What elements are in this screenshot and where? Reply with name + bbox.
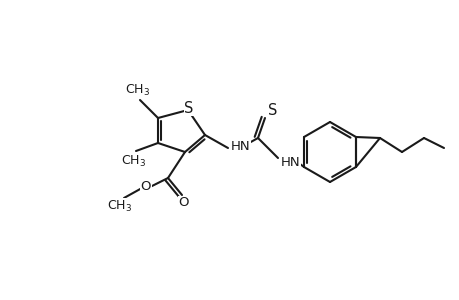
Text: CH$_3$: CH$_3$ [107, 199, 132, 214]
Text: CH$_3$: CH$_3$ [121, 154, 146, 169]
Text: O: O [179, 196, 189, 209]
Text: CH$_3$: CH$_3$ [125, 82, 150, 98]
Text: S: S [184, 100, 193, 116]
Text: HN: HN [230, 140, 250, 152]
Text: HN: HN [280, 155, 300, 169]
Text: S: S [268, 103, 277, 118]
Text: O: O [140, 181, 151, 194]
